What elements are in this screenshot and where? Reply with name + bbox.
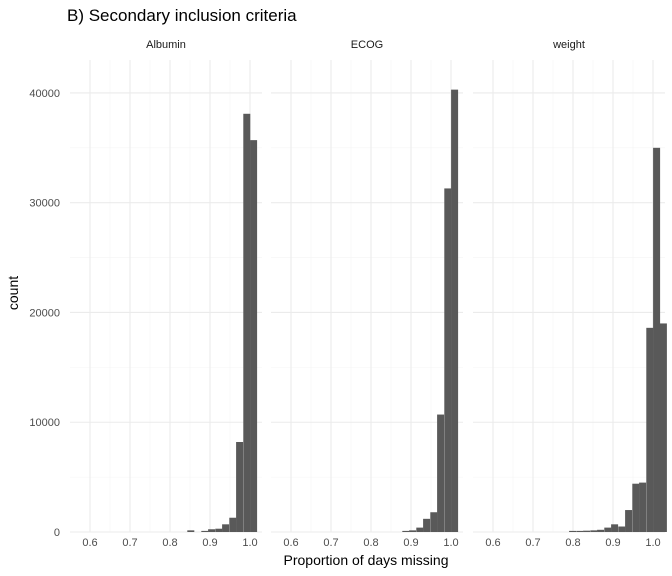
y-tick-label: 0	[54, 527, 60, 539]
histogram-bar	[437, 414, 445, 532]
histogram-bar	[243, 113, 251, 533]
histogram-bar	[402, 530, 410, 532]
y-tick-label: 30000	[29, 198, 60, 210]
histogram-bar	[423, 518, 431, 532]
histogram-bar	[611, 524, 619, 532]
histogram-bar	[416, 527, 424, 532]
histogram-bar	[590, 530, 598, 532]
x-tick-label: 0.6	[283, 537, 298, 549]
facet-strip-label: Albumin	[146, 39, 186, 51]
histogram-bar	[451, 89, 459, 532]
histogram-bar	[430, 512, 438, 532]
histogram-bar	[215, 528, 223, 532]
x-tick-label: 0.8	[565, 537, 580, 549]
x-tick-label: 0.9	[403, 537, 418, 549]
x-tick-label: 1.0	[242, 537, 257, 549]
x-tick-label: 0.8	[363, 537, 378, 549]
histogram-bar	[604, 527, 612, 532]
y-tick-label: 40000	[29, 88, 60, 100]
histogram-bar	[576, 530, 584, 532]
histogram-bar	[201, 530, 209, 532]
histogram-bar	[187, 530, 195, 532]
histogram-bar	[625, 510, 633, 532]
histogram-bar	[444, 188, 452, 532]
histogram-bar	[229, 517, 237, 532]
histogram-bar	[618, 526, 626, 532]
histogram-bar	[222, 524, 230, 532]
x-tick-label: 0.9	[605, 537, 620, 549]
facet-strip-label: weight	[552, 39, 585, 51]
x-tick-label: 1.0	[645, 537, 660, 549]
chart-title: B) Secondary inclusion criteria	[67, 6, 297, 25]
histogram-bar	[653, 147, 661, 532]
histogram-bar	[639, 482, 647, 532]
x-axis-title: Proportion of days missing	[284, 552, 449, 568]
histogram-bar	[569, 530, 577, 532]
x-tick-label: 0.6	[82, 537, 97, 549]
facet-panel-weight: weight 0.6 0.7 0.8 0.9 1.0	[473, 39, 667, 549]
x-tick-label: 0.6	[485, 537, 500, 549]
facet-panel-albumin: Albumin 0.6 0.7 0.8 0.9 1.0	[70, 39, 262, 549]
x-tick-label: 0.7	[323, 537, 338, 549]
histogram-bar	[646, 327, 654, 532]
facet-panels: Albumin 0.6 0.7 0.8 0.9 1.0 ECOG 0.6 0.7 0.8 0.9 1.…	[29, 39, 667, 549]
facet-strip-label: ECOG	[351, 39, 383, 51]
y-axis-title: count	[5, 276, 21, 310]
histogram-bar	[409, 530, 417, 532]
y-tick-label: 10000	[29, 417, 60, 429]
histogram-bar	[208, 529, 216, 532]
y-tick-label: 20000	[29, 307, 60, 319]
histogram-bar	[236, 441, 244, 532]
x-tick-label: 0.7	[122, 537, 137, 549]
x-tick-label: 0.7	[525, 537, 540, 549]
x-tick-label: 0.8	[162, 537, 177, 549]
histogram-bar	[597, 529, 605, 532]
x-tick-label: 0.9	[202, 537, 217, 549]
histogram-bar	[250, 140, 258, 532]
histogram-bar	[632, 483, 640, 532]
x-tick-label: 1.0	[443, 537, 458, 549]
facet-panel-ecog: ECOG 0.6 0.7 0.8 0.9 1.0	[271, 39, 463, 549]
histogram-bar	[659, 323, 667, 532]
histogram-bar	[583, 530, 591, 532]
